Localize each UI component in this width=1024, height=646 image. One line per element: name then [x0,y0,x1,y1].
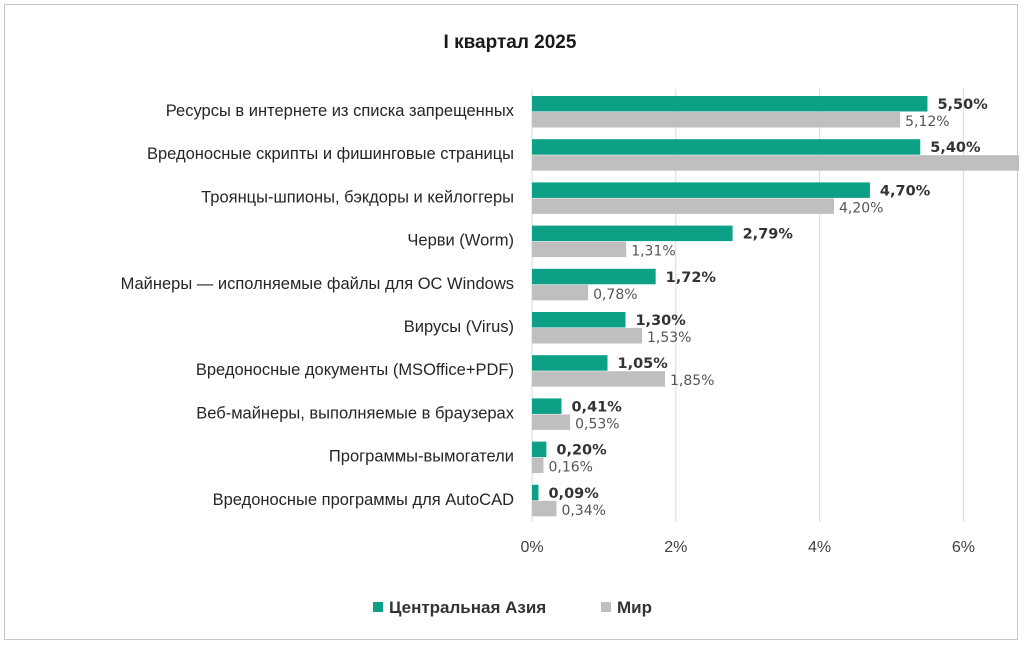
bar-world [532,155,1019,171]
bar-world [532,371,666,387]
category-label: Майнеры — исполняемые файлы для ОС Windo… [121,275,514,293]
data-label-central-asia: 5,40% [930,140,981,156]
data-label-central-asia: 0,09% [548,486,599,502]
data-label-central-asia: 2,79% [743,227,794,243]
bar-central-asia [532,312,626,328]
legend-swatch-world [601,602,611,612]
data-label-world: 0,78% [593,287,637,303]
data-label-central-asia: 0,20% [556,443,607,459]
data-label-central-asia: 4,70% [880,183,931,199]
x-axis-ticks: 0%2%4%6%8%10%12% [520,539,975,556]
chart-frame: I квартал 2025 Ресурсы в интернете из сп… [4,4,1019,640]
data-label-world: 0,34% [561,503,605,519]
category-label: Троянцы-шпионы, бэкдоры и кейлоггеры [201,188,514,206]
bar-central-asia [532,441,547,458]
category-label: Черви (Worm) [407,232,514,250]
data-label-world: 0,53% [575,416,619,432]
chart: I квартал 2025 Ресурсы в интернете из сп… [121,32,1019,617]
category-label: Вирусы (Virus) [404,318,514,336]
bar-central-asia [532,225,733,242]
bar-world [532,457,544,474]
data-label-central-asia: 1,30% [635,313,686,329]
category-label: Вредоносные документы (MSOffice+PDF) [196,361,514,379]
category-label: Вредоносные скрипты и фишинговые страниц… [147,145,514,163]
bar-world [532,112,901,128]
bar-central-asia [532,484,539,501]
bar-world [532,414,571,430]
bar-central-asia [532,355,608,371]
legend-label-world: Мир [617,598,652,617]
bar-world [532,500,557,517]
data-label-world: 0,16% [549,460,593,476]
legend: Центральная Азия Мир [373,598,652,617]
bars [532,96,1019,517]
data-label-central-asia: 1,72% [666,270,717,286]
x-tick-label: 2% [664,539,687,556]
category-labels: Ресурсы в интернете из списка запрещенны… [121,102,515,509]
category-label: Ресурсы в интернете из списка запрещенны… [166,102,515,120]
category-label: Программы-вымогатели [329,448,514,466]
bar-world [532,284,589,301]
x-tick-label: 6% [952,539,975,556]
x-tick-label: 0% [520,539,543,556]
bar-central-asia [532,182,870,198]
data-label-central-asia: 0,41% [571,399,622,415]
data-label-world: 1,85% [670,373,714,389]
chart-title: I квартал 2025 [444,32,577,53]
category-label: Вредоносные программы для AutoCAD [213,491,514,509]
bar-central-asia [532,398,562,414]
data-label-central-asia: 1,05% [617,356,668,372]
x-tick-label: 4% [808,539,831,556]
category-label: Веб-майнеры, выполняемые в браузерах [196,404,514,422]
bar-central-asia [532,139,921,155]
bar-central-asia [532,268,656,285]
bar-world [532,328,643,344]
data-label-world: 5,12% [905,114,949,130]
data-label-central-asia: 5,50% [937,97,988,113]
data-label-world: 4,20% [839,200,883,216]
bar-world [532,198,834,214]
legend-swatch-central-asia [373,602,383,612]
bar-world [532,241,627,258]
data-label-world: 1,53% [647,330,691,346]
bar-central-asia [532,96,928,112]
data-label-world: 1,31% [631,244,675,260]
legend-label-central-asia: Центральная Азия [389,598,546,617]
data-labels: 5,50%5,12%5,40%7,16%4,70%4,20%2,79%1,31%… [548,97,988,519]
